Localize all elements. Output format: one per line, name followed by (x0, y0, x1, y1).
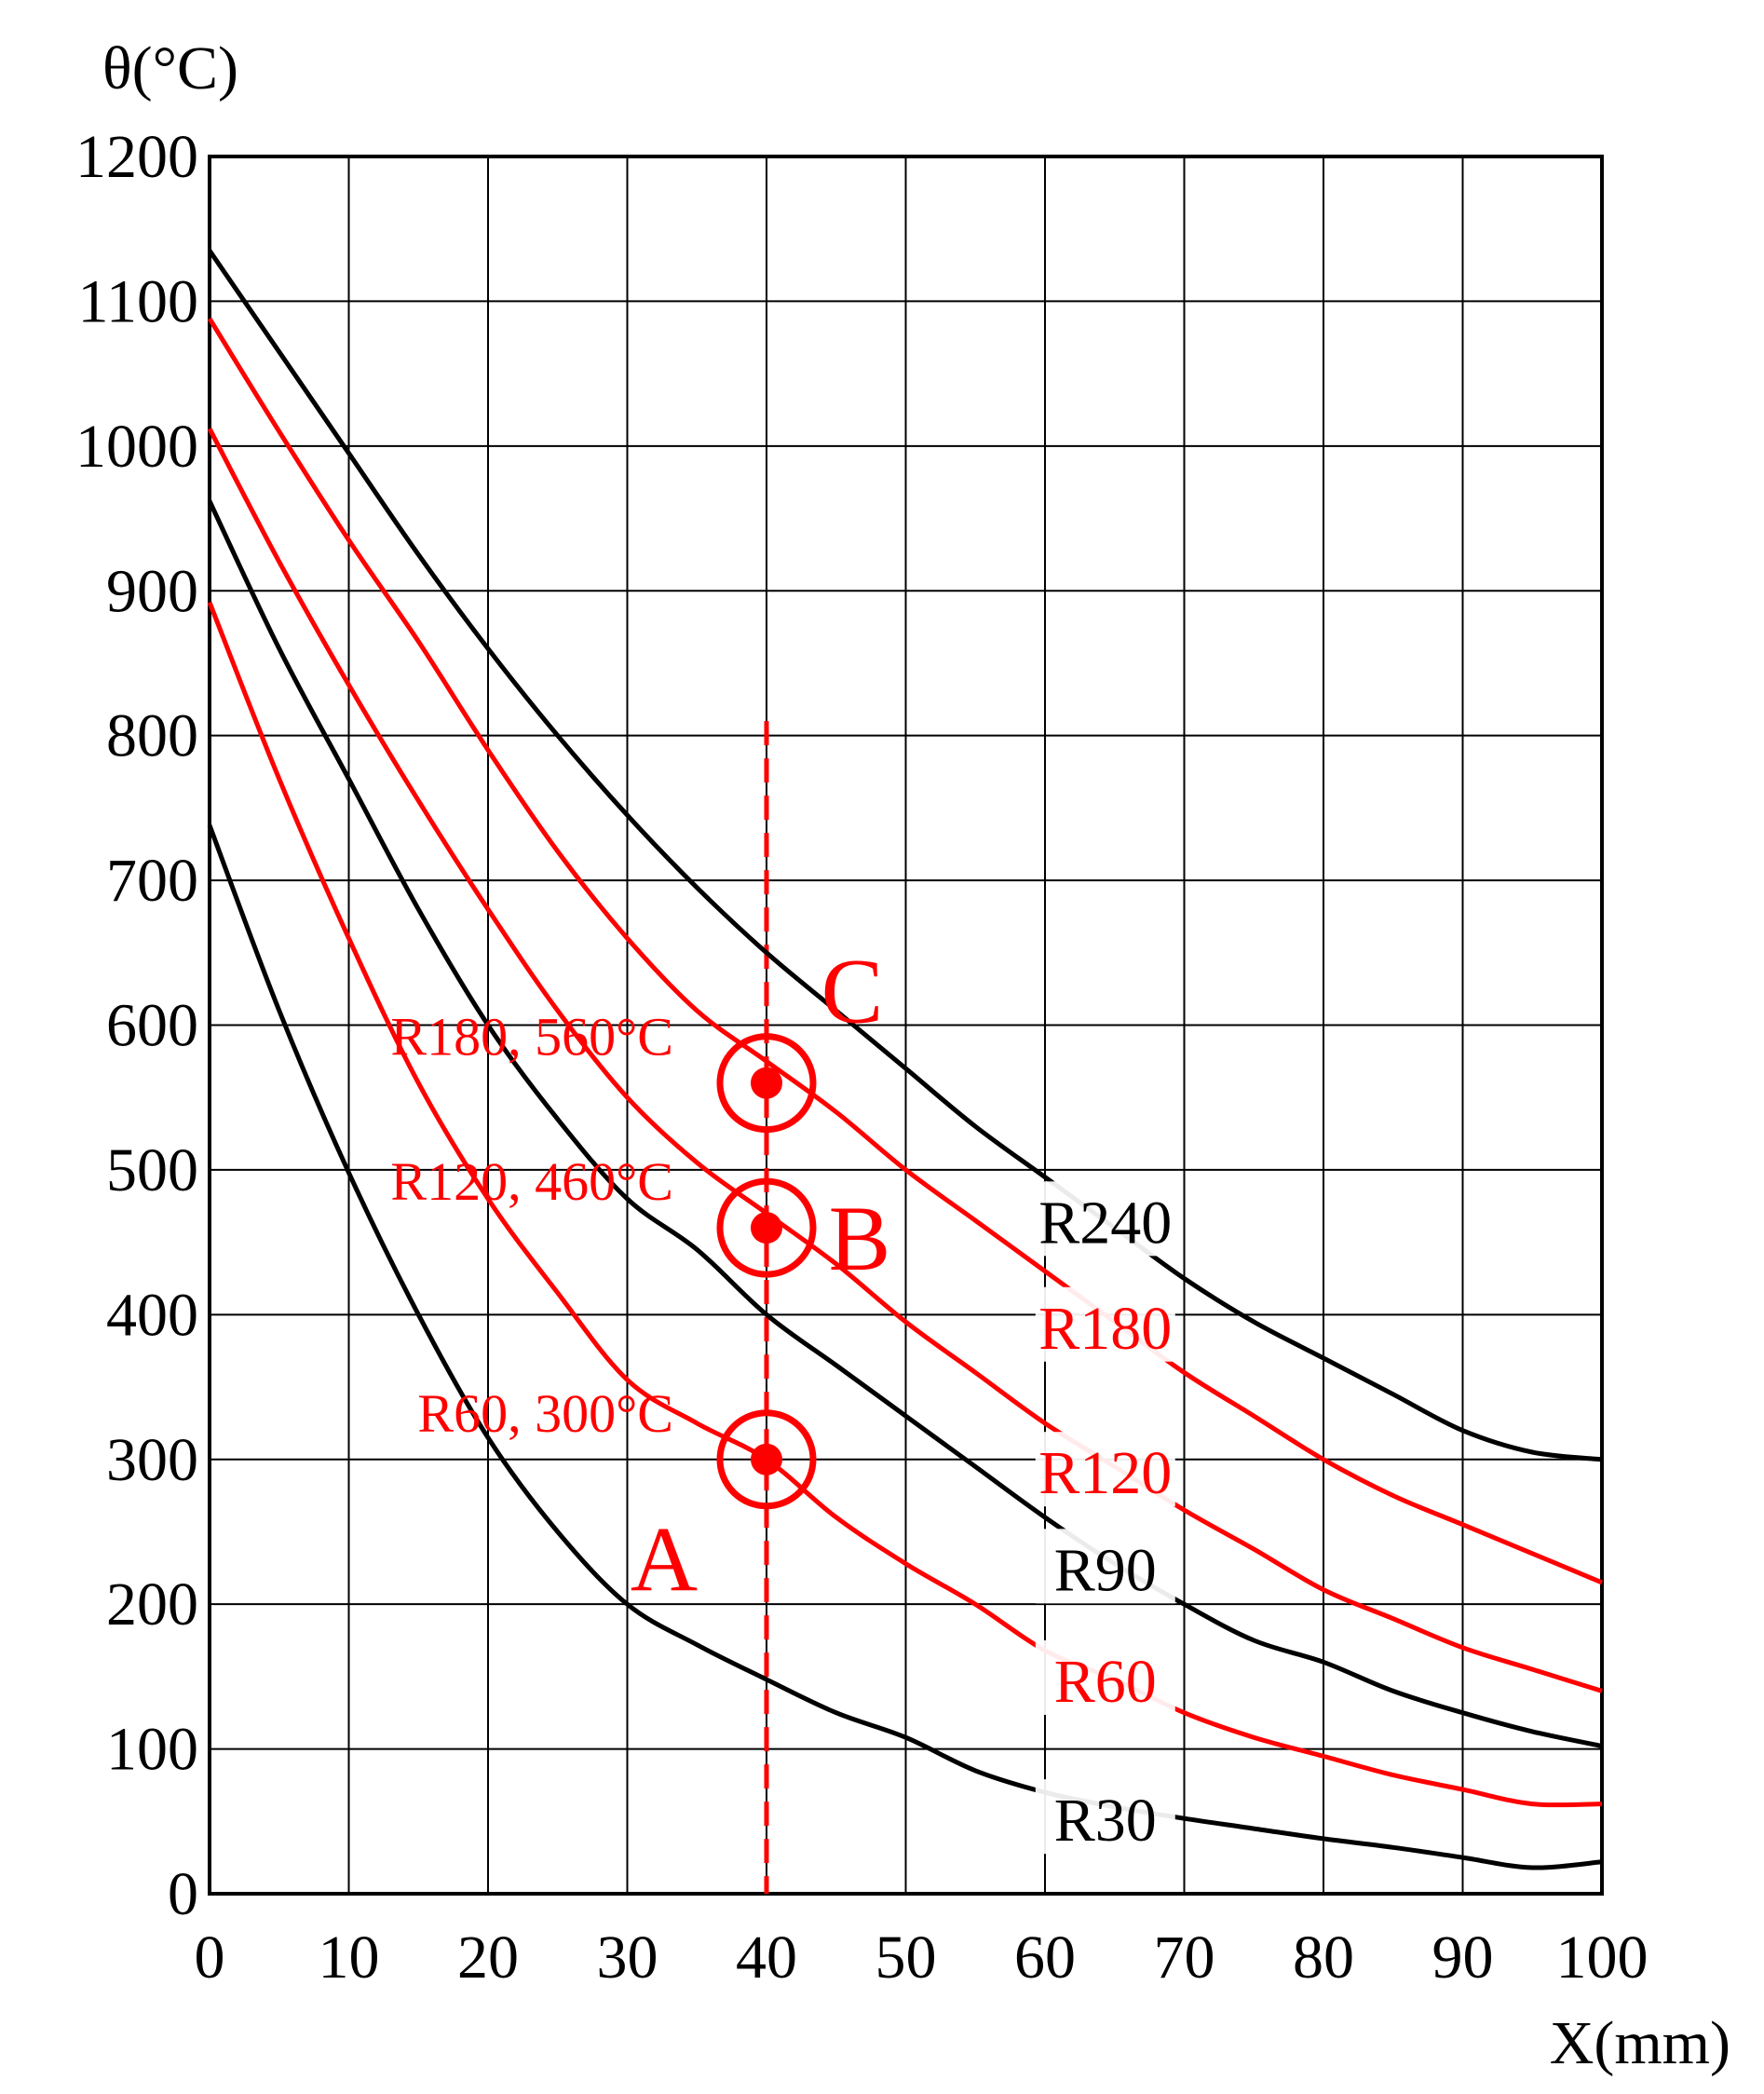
series-line-r120 (207, 428, 1603, 1693)
markers-group: R60, 300°C A R120, 460°C B R180, 560°C C (390, 940, 890, 1611)
marker-ring-a (716, 1409, 817, 1510)
y-tick-label-400: 400 (106, 1281, 198, 1349)
x-tick-label-80: 80 (1293, 1924, 1354, 1992)
x-axis-title: X(mm) (1550, 2009, 1730, 2077)
series-labels-group: R240 R180 R120 R90 R60 R30 (1035, 1181, 1175, 1855)
marker-ring-c (716, 1033, 817, 1134)
x-tick-label-20: 20 (457, 1924, 519, 1992)
x-tick-label-0: 0 (195, 1924, 225, 1992)
series-label-bg-r120 (1035, 1432, 1175, 1507)
series-label-bg-r180 (1035, 1286, 1175, 1362)
x-tick-label-50: 50 (875, 1924, 937, 1992)
series-label-r180: R180 (1038, 1295, 1172, 1363)
x-tick-label-60: 60 (1014, 1924, 1076, 1992)
x-tick-label-90: 90 (1432, 1924, 1494, 1992)
series-label-r120: R120 (1038, 1439, 1172, 1507)
series-label-bg-r90 (1035, 1529, 1175, 1604)
marker-ring-b (716, 1177, 817, 1278)
y-tick-label-100: 100 (106, 1716, 198, 1784)
marker-letter-b: B (829, 1187, 891, 1290)
marker-annotation-c: R180, 560°C (390, 1007, 673, 1067)
marker-dot-a (751, 1443, 782, 1475)
y-tick-label-200: 200 (106, 1570, 198, 1638)
marker-annotation-a: R60, 300°C (417, 1383, 673, 1444)
series-label-bg-r240 (1035, 1181, 1175, 1257)
x-tick-label-100: 100 (1556, 1924, 1649, 1992)
series-line-r240 (207, 249, 1603, 1462)
marker-annotation-b: R120, 460°C (390, 1151, 673, 1212)
marker-dot-b (751, 1212, 782, 1244)
x-tick-label-30: 30 (597, 1924, 658, 1992)
y-tick-label-1200: 1200 (75, 123, 198, 191)
y-tick-label-600: 600 (106, 992, 198, 1060)
series-line-r30 (207, 824, 1603, 1870)
series-label-r240: R240 (1038, 1189, 1172, 1257)
y-tick-label-1000: 1000 (75, 413, 198, 481)
marker-dot-c (751, 1067, 782, 1099)
series-line-r60 (207, 601, 1603, 1808)
y-tick-label-500: 500 (106, 1136, 198, 1204)
y-tick-label-0: 0 (168, 1860, 198, 1928)
series-label-bg-r30 (1035, 1779, 1175, 1855)
y-tick-label-800: 800 (106, 702, 198, 770)
x-tick-label-70: 70 (1154, 1924, 1215, 1992)
marker-letter-a: A (631, 1507, 698, 1611)
y-axis-title: θ(°C) (102, 34, 238, 102)
series-group (207, 249, 1603, 1870)
y-tick-label-300: 300 (106, 1426, 198, 1494)
series-label-r60: R60 (1054, 1648, 1157, 1716)
x-tick-label-10: 10 (319, 1924, 380, 1992)
marker-letter-c: C (821, 940, 884, 1043)
axes: 0 10 20 30 40 50 60 70 80 90 100010020030040050060… (75, 123, 1649, 1992)
series-line-r90 (207, 499, 1603, 1748)
series-label-bg-r60 (1035, 1639, 1175, 1715)
y-tick-label-700: 700 (106, 847, 198, 915)
y-tick-label-1100: 1100 (77, 267, 198, 335)
series-label-r90: R90 (1054, 1536, 1157, 1604)
series-line-r180 (207, 317, 1603, 1585)
series-label-r30: R30 (1054, 1787, 1157, 1855)
x-tick-label-40: 40 (736, 1924, 797, 1992)
y-tick-label-900: 900 (106, 557, 198, 625)
plot-frame (208, 155, 1604, 1896)
